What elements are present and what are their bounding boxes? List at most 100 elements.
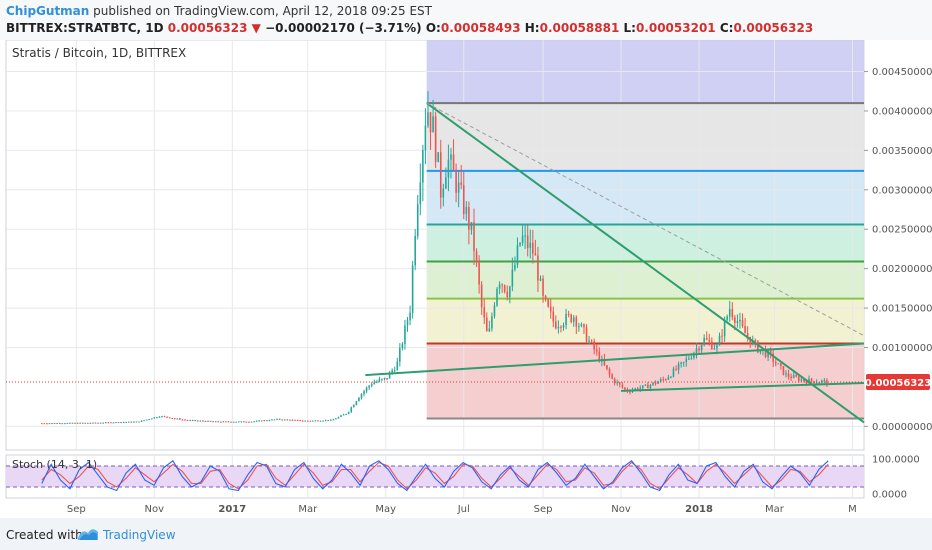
candle-body bbox=[716, 345, 718, 349]
candle-body bbox=[143, 420, 145, 422]
tradingview-logo-icon[interactable] bbox=[76, 524, 100, 544]
candle-body bbox=[821, 380, 823, 383]
candle-body bbox=[140, 420, 143, 422]
tradingview-brand-link[interactable]: TradingView bbox=[103, 528, 176, 542]
candle-body bbox=[514, 264, 516, 270]
candle-body bbox=[130, 421, 133, 423]
candle-body bbox=[340, 415, 342, 417]
candle-body bbox=[393, 370, 396, 372]
candle-body bbox=[176, 418, 179, 420]
candle-body bbox=[769, 350, 772, 354]
candle-body bbox=[521, 235, 524, 244]
candle-body bbox=[258, 420, 260, 422]
candle-body bbox=[557, 326, 560, 329]
candle-body bbox=[202, 420, 204, 422]
candle-body bbox=[480, 284, 483, 308]
candle-body bbox=[731, 309, 734, 318]
candle-body bbox=[493, 305, 496, 317]
candle-body bbox=[97, 422, 99, 424]
candle-body bbox=[266, 420, 268, 422]
candle-body bbox=[519, 243, 521, 246]
candle-body bbox=[588, 340, 590, 342]
candle-body bbox=[618, 382, 621, 385]
candle-body bbox=[245, 421, 248, 423]
candle-body bbox=[56, 423, 58, 425]
high-label: H: bbox=[524, 21, 540, 35]
candle-body bbox=[501, 284, 503, 286]
x-tick-label: M bbox=[848, 504, 857, 515]
candle-body bbox=[409, 312, 411, 321]
candle-body bbox=[777, 363, 780, 365]
candle-body bbox=[572, 317, 575, 322]
candle-body bbox=[184, 419, 186, 421]
y-tick-label: 0.00150000 bbox=[872, 304, 932, 315]
candle-body bbox=[688, 358, 690, 360]
candle-body bbox=[414, 235, 416, 266]
candle-body bbox=[700, 345, 703, 351]
candle-body bbox=[641, 385, 644, 389]
candle-body bbox=[217, 421, 220, 423]
candle-body bbox=[376, 381, 378, 383]
chart-svg[interactable]: 0.00056323 0.00450000 0.00400000 0.00350000… bbox=[0, 40, 932, 518]
candle-body bbox=[613, 378, 616, 384]
candle-body bbox=[347, 411, 350, 414]
candle-body bbox=[243, 421, 245, 423]
candle-body bbox=[780, 363, 782, 367]
y-tick-label: 0.00200000 bbox=[872, 264, 932, 275]
candle-body bbox=[711, 341, 713, 349]
candle-body bbox=[283, 419, 286, 421]
y-tick-label: 0.00400000 bbox=[872, 106, 932, 117]
candle-body bbox=[772, 353, 775, 362]
candle-body bbox=[721, 335, 723, 337]
candle-body bbox=[179, 418, 181, 420]
candle-body bbox=[209, 420, 212, 422]
open-label: O: bbox=[425, 21, 441, 35]
x-tick-label: Sep bbox=[534, 504, 553, 515]
created-with-label: Created with bbox=[6, 528, 83, 542]
candle-body bbox=[286, 419, 289, 421]
author-link[interactable]: ChipGutman bbox=[6, 4, 90, 18]
candle-body bbox=[92, 422, 94, 424]
candle-body bbox=[680, 362, 682, 365]
candle-body bbox=[734, 317, 736, 324]
chart-area[interactable]: 0.00056323 0.00450000 0.00400000 0.00350000… bbox=[0, 40, 932, 518]
candle-body bbox=[51, 423, 53, 425]
ohlc-line: BITTREX:STRATBTC, 1D 0.00056323 ▼ −0.000… bbox=[6, 21, 813, 35]
change-value: −0.00002170 (−3.71%) bbox=[265, 21, 422, 35]
candle-body bbox=[207, 420, 209, 422]
candle-body bbox=[567, 313, 570, 315]
candle-body bbox=[373, 382, 376, 385]
candle-body bbox=[237, 421, 240, 423]
candle-body bbox=[41, 423, 43, 425]
candle-body bbox=[462, 184, 465, 215]
candle-body bbox=[404, 325, 406, 344]
candle-body bbox=[539, 278, 542, 281]
candle-body bbox=[665, 379, 667, 381]
candle-body bbox=[718, 335, 721, 346]
candle-body bbox=[335, 418, 337, 420]
trendline bbox=[365, 342, 865, 377]
candle-body bbox=[79, 422, 81, 424]
low-value: 0.00053201 bbox=[635, 21, 716, 35]
candle-body bbox=[473, 222, 475, 252]
candle-body bbox=[84, 422, 87, 424]
candle-body bbox=[156, 417, 158, 419]
x-tick-label: May bbox=[375, 504, 396, 515]
candle-body bbox=[544, 295, 547, 300]
candle-body bbox=[611, 374, 613, 379]
candle-body bbox=[268, 420, 271, 422]
candle-body bbox=[294, 419, 296, 421]
candle-body bbox=[606, 365, 608, 369]
candle-body bbox=[764, 349, 767, 358]
candle-body bbox=[48, 423, 51, 425]
candle-body bbox=[585, 327, 588, 342]
candle-body bbox=[378, 379, 381, 382]
fib-band bbox=[426, 103, 864, 171]
candle-body bbox=[823, 380, 826, 382]
candle-body bbox=[255, 420, 258, 422]
candle-body bbox=[695, 348, 698, 353]
stoch-k-line bbox=[41, 459, 829, 492]
candle-body bbox=[117, 422, 120, 424]
candle-body bbox=[391, 370, 393, 373]
candle-body bbox=[332, 419, 335, 421]
